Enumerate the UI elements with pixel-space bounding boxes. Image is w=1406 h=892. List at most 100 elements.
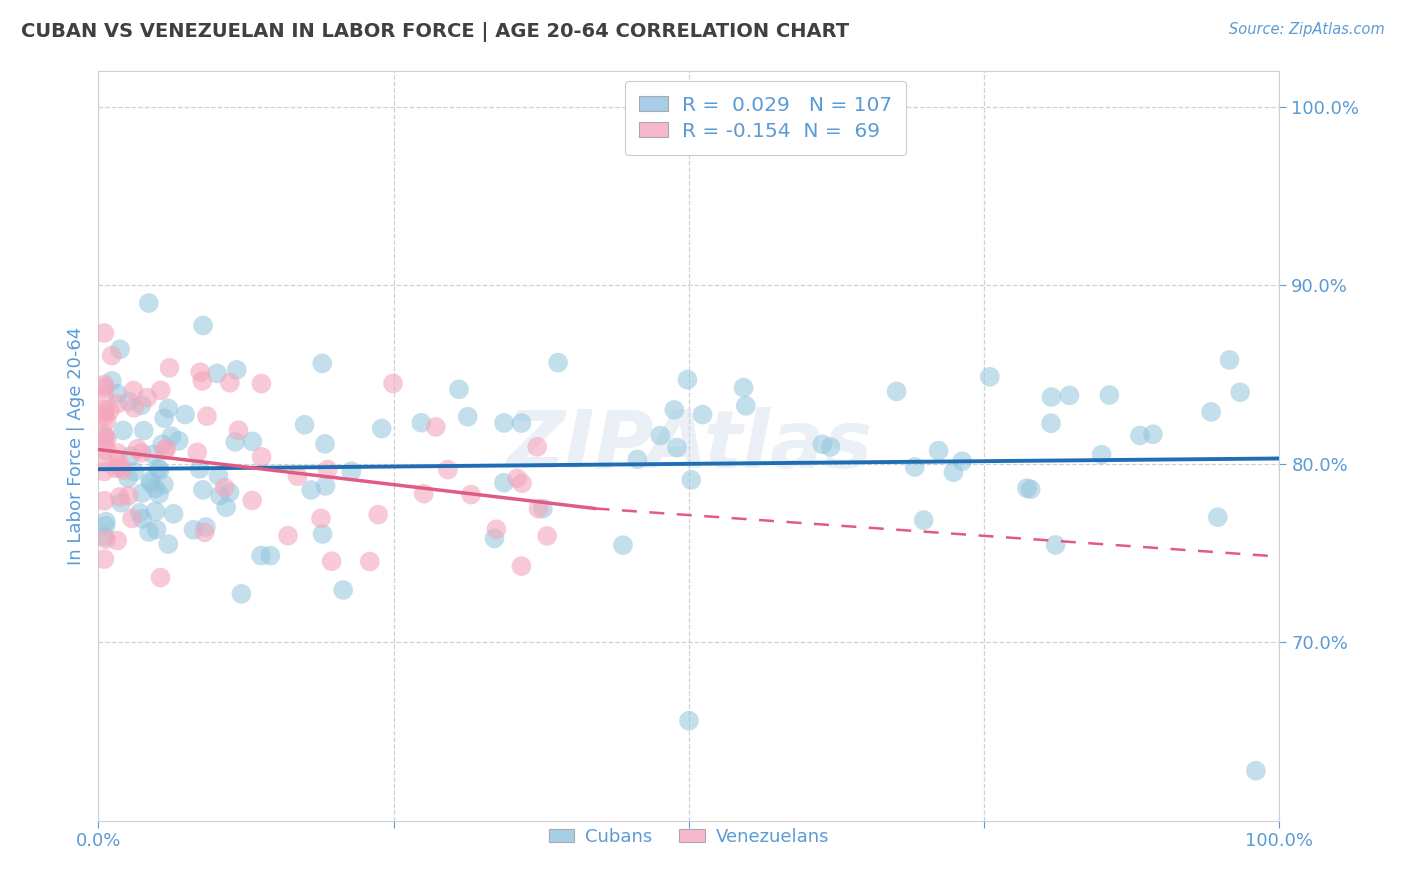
Point	[678, 714, 700, 728]
Point	[676, 373, 699, 387]
Point	[250, 549, 273, 563]
Point	[110, 459, 132, 474]
Point	[208, 489, 231, 503]
Point	[942, 465, 965, 479]
Point	[93, 377, 115, 392]
Point	[214, 481, 236, 495]
Point	[153, 443, 176, 458]
Point	[194, 520, 217, 534]
Point	[93, 406, 115, 420]
Point	[191, 318, 214, 333]
Point	[650, 428, 672, 442]
Point	[240, 434, 263, 449]
Point	[820, 440, 842, 454]
Point	[510, 559, 533, 574]
Point	[100, 349, 122, 363]
Point	[437, 462, 460, 476]
Point	[112, 424, 135, 438]
Point	[1045, 538, 1067, 552]
Point	[174, 408, 197, 422]
Point	[131, 446, 153, 460]
Point	[240, 493, 263, 508]
Point	[93, 552, 115, 566]
Point	[681, 473, 703, 487]
Point	[111, 463, 134, 477]
Point	[316, 462, 339, 476]
Point	[1199, 405, 1222, 419]
Point	[1206, 510, 1229, 524]
Point	[447, 382, 470, 396]
Point	[457, 409, 479, 424]
Point	[277, 528, 299, 542]
Point	[149, 384, 172, 398]
Point	[506, 471, 529, 485]
Point	[321, 554, 343, 568]
Point	[145, 523, 167, 537]
Point	[108, 343, 131, 357]
Point	[1229, 385, 1251, 400]
Point	[183, 523, 205, 537]
Point	[979, 369, 1001, 384]
Point	[928, 443, 950, 458]
Legend: Cubans, Venezuelans: Cubans, Venezuelans	[541, 821, 837, 853]
Point	[950, 454, 973, 468]
Point	[205, 367, 228, 381]
Point	[733, 381, 755, 395]
Point	[94, 515, 117, 529]
Point	[287, 469, 309, 483]
Point	[148, 487, 170, 501]
Point	[1129, 428, 1152, 442]
Point	[122, 401, 145, 415]
Point	[207, 468, 229, 483]
Point	[139, 475, 162, 490]
Point	[159, 360, 181, 375]
Point	[146, 461, 169, 475]
Point	[188, 462, 211, 476]
Point	[510, 476, 533, 491]
Point	[224, 434, 246, 449]
Point	[1218, 353, 1240, 368]
Point	[314, 437, 336, 451]
Point	[94, 532, 117, 546]
Point	[332, 582, 354, 597]
Point	[157, 401, 180, 416]
Point	[94, 518, 117, 533]
Point	[93, 529, 115, 543]
Point	[117, 489, 139, 503]
Point	[626, 452, 648, 467]
Point	[359, 555, 381, 569]
Point	[96, 444, 118, 458]
Point	[142, 447, 165, 461]
Point	[215, 500, 238, 515]
Point	[904, 460, 927, 475]
Point	[96, 414, 118, 428]
Point	[118, 394, 141, 409]
Point	[122, 465, 145, 479]
Point	[93, 409, 115, 424]
Point	[131, 512, 153, 526]
Point	[734, 399, 756, 413]
Point	[259, 549, 281, 563]
Point	[93, 455, 115, 469]
Point	[225, 363, 247, 377]
Point	[1142, 427, 1164, 442]
Point	[105, 397, 128, 411]
Point	[547, 356, 569, 370]
Y-axis label: In Labor Force | Age 20-64: In Labor Force | Age 20-64	[66, 326, 84, 566]
Point	[460, 487, 482, 501]
Point	[425, 420, 447, 434]
Point	[162, 507, 184, 521]
Point	[93, 427, 115, 442]
Point	[127, 442, 149, 456]
Point	[367, 508, 389, 522]
Point	[1098, 388, 1121, 402]
Point	[536, 529, 558, 543]
Point	[145, 504, 167, 518]
Point	[527, 501, 550, 516]
Point	[811, 437, 834, 451]
Point	[104, 461, 127, 475]
Point	[94, 402, 117, 417]
Point	[311, 527, 333, 541]
Point	[96, 432, 118, 446]
Point	[122, 384, 145, 398]
